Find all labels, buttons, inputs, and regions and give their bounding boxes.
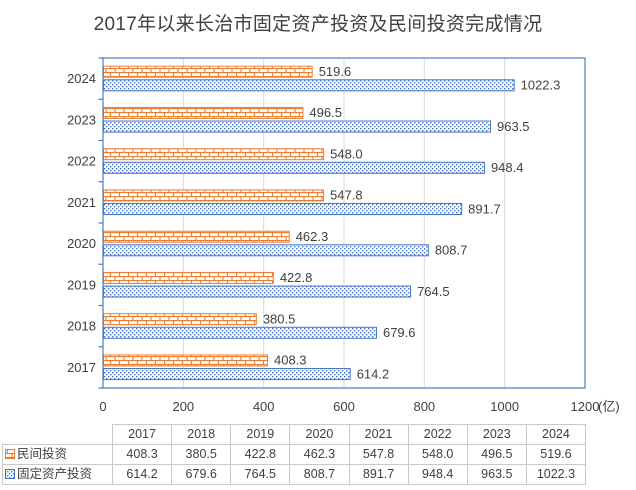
bar-fixed-asset-investment-2024 (103, 79, 515, 92)
data-label: 462.3 (296, 229, 329, 244)
private-investment-swatch-icon (5, 449, 15, 459)
year-header-cell: 2024 (525, 424, 587, 445)
bar-private-investment-2019 (103, 271, 274, 284)
table-row-fixed-asset-investment: 固定资产投资 614.2 679.6 764.5 808.7 891.7 948.4 963.… (2, 464, 587, 485)
x-axis-label: 800 (413, 399, 435, 414)
y-axis-label: 2020 (67, 236, 96, 251)
value-cell: 422.8 (230, 444, 291, 465)
value-cell: 764.5 (230, 464, 291, 485)
series-name-label: 固定资产投资 (17, 467, 93, 481)
value-cell: 963.5 (466, 464, 527, 485)
x-axis-unit-label: (亿) (598, 399, 620, 414)
x-axis-label: 0 (99, 399, 106, 414)
bar-fixed-asset-investment-2023 (103, 120, 492, 133)
value-cell: 519.6 (525, 444, 587, 465)
x-axis-label: 600 (333, 399, 355, 414)
bar-private-investment-2021 (103, 189, 325, 202)
value-cell: 547.8 (348, 444, 409, 465)
data-label: 614.2 (357, 366, 390, 381)
data-label: 948.4 (491, 160, 524, 175)
table-header-row: 2017 2018 2019 2020 2021 2022 2023 2024 (3, 424, 587, 445)
x-axis-label: 1200 (571, 399, 600, 414)
legend-cell-private-investment: 民间投资 (2, 444, 113, 465)
data-label: 679.6 (383, 325, 416, 340)
fixed-asset-investment-swatch-icon (5, 469, 15, 479)
bar-fixed-asset-investment-2021 (103, 203, 463, 216)
year-header-cell: 2017 (111, 424, 173, 445)
data-label: 547.8 (330, 188, 363, 203)
data-label: 496.5 (309, 105, 342, 120)
data-label: 764.5 (417, 284, 450, 299)
bar-private-investment-2024 (103, 65, 313, 78)
value-cell: 548.0 (407, 444, 468, 465)
data-label: 422.8 (280, 270, 313, 285)
year-header-cell: 2018 (171, 424, 232, 445)
bar-fixed-asset-investment-2017 (103, 368, 351, 381)
bar-private-investment-2023 (103, 106, 304, 119)
year-header-cell: 2020 (289, 424, 350, 445)
x-axis-label: 200 (172, 399, 194, 414)
bar-chart: 519.6 1022.3 2024 496.5 963.5 2023 548.0 948.4 2… (67, 57, 620, 414)
data-label: 1022.3 (521, 78, 561, 93)
value-cell: 408.3 (111, 444, 173, 465)
table-row-private-investment: 民间投资 408.3 380.5 422.8 462.3 547.8 548.0 496.5 5… (2, 444, 587, 465)
value-cell: 891.7 (348, 464, 409, 485)
value-cell: 679.6 (171, 464, 232, 485)
y-axis-label: 2017 (67, 360, 96, 375)
value-cell: 380.5 (171, 444, 232, 465)
x-axis-label: 400 (253, 399, 275, 414)
data-label: 408.3 (274, 353, 307, 368)
value-cell: 614.2 (111, 464, 173, 485)
y-axis-label: 2019 (67, 277, 96, 292)
value-cell: 496.5 (466, 444, 527, 465)
year-header-cell: 2022 (407, 424, 468, 445)
bar-fixed-asset-investment-2020 (103, 244, 429, 257)
y-axis-label: 2022 (67, 154, 96, 169)
data-table: 2017 2018 2019 2020 2021 2022 2023 2024 民间投资 408.… (2, 424, 587, 485)
value-cell: 948.4 (407, 464, 468, 485)
y-axis-label: 2023 (67, 112, 96, 127)
data-label: 808.7 (435, 243, 468, 258)
data-label: 963.5 (497, 119, 530, 134)
series-name-label: 民间投资 (17, 447, 68, 461)
value-cell: 808.7 (289, 464, 350, 485)
value-cell: 462.3 (289, 444, 350, 465)
data-label: 891.7 (468, 201, 501, 216)
bar-private-investment-2017 (103, 354, 269, 367)
bar-private-investment-2018 (103, 313, 257, 326)
y-axis-label: 2024 (67, 71, 96, 86)
legend-cell-fixed-asset-investment: 固定资产投资 (2, 464, 113, 485)
data-label: 519.6 (319, 64, 352, 79)
bar-private-investment-2020 (103, 230, 290, 243)
data-label: 548.0 (330, 146, 363, 161)
year-header-cell: 2021 (348, 424, 409, 445)
value-cell: 1022.3 (525, 464, 587, 485)
year-header-cell: 2019 (230, 424, 291, 445)
bar-private-investment-2022 (103, 148, 325, 161)
data-label: 380.5 (263, 311, 296, 326)
bar-fixed-asset-investment-2019 (103, 285, 412, 298)
table-corner-cell (3, 425, 113, 445)
y-axis-label: 2018 (67, 319, 96, 334)
chart-title: 2017年以来长治市固定资产投资及民间投资完成情况 (93, 14, 543, 35)
y-axis-label: 2021 (67, 195, 96, 210)
bar-fixed-asset-investment-2018 (103, 326, 377, 339)
bar-fixed-asset-investment-2022 (103, 161, 485, 174)
year-header-cell: 2023 (466, 424, 527, 445)
x-axis-label: 1000 (490, 399, 519, 414)
